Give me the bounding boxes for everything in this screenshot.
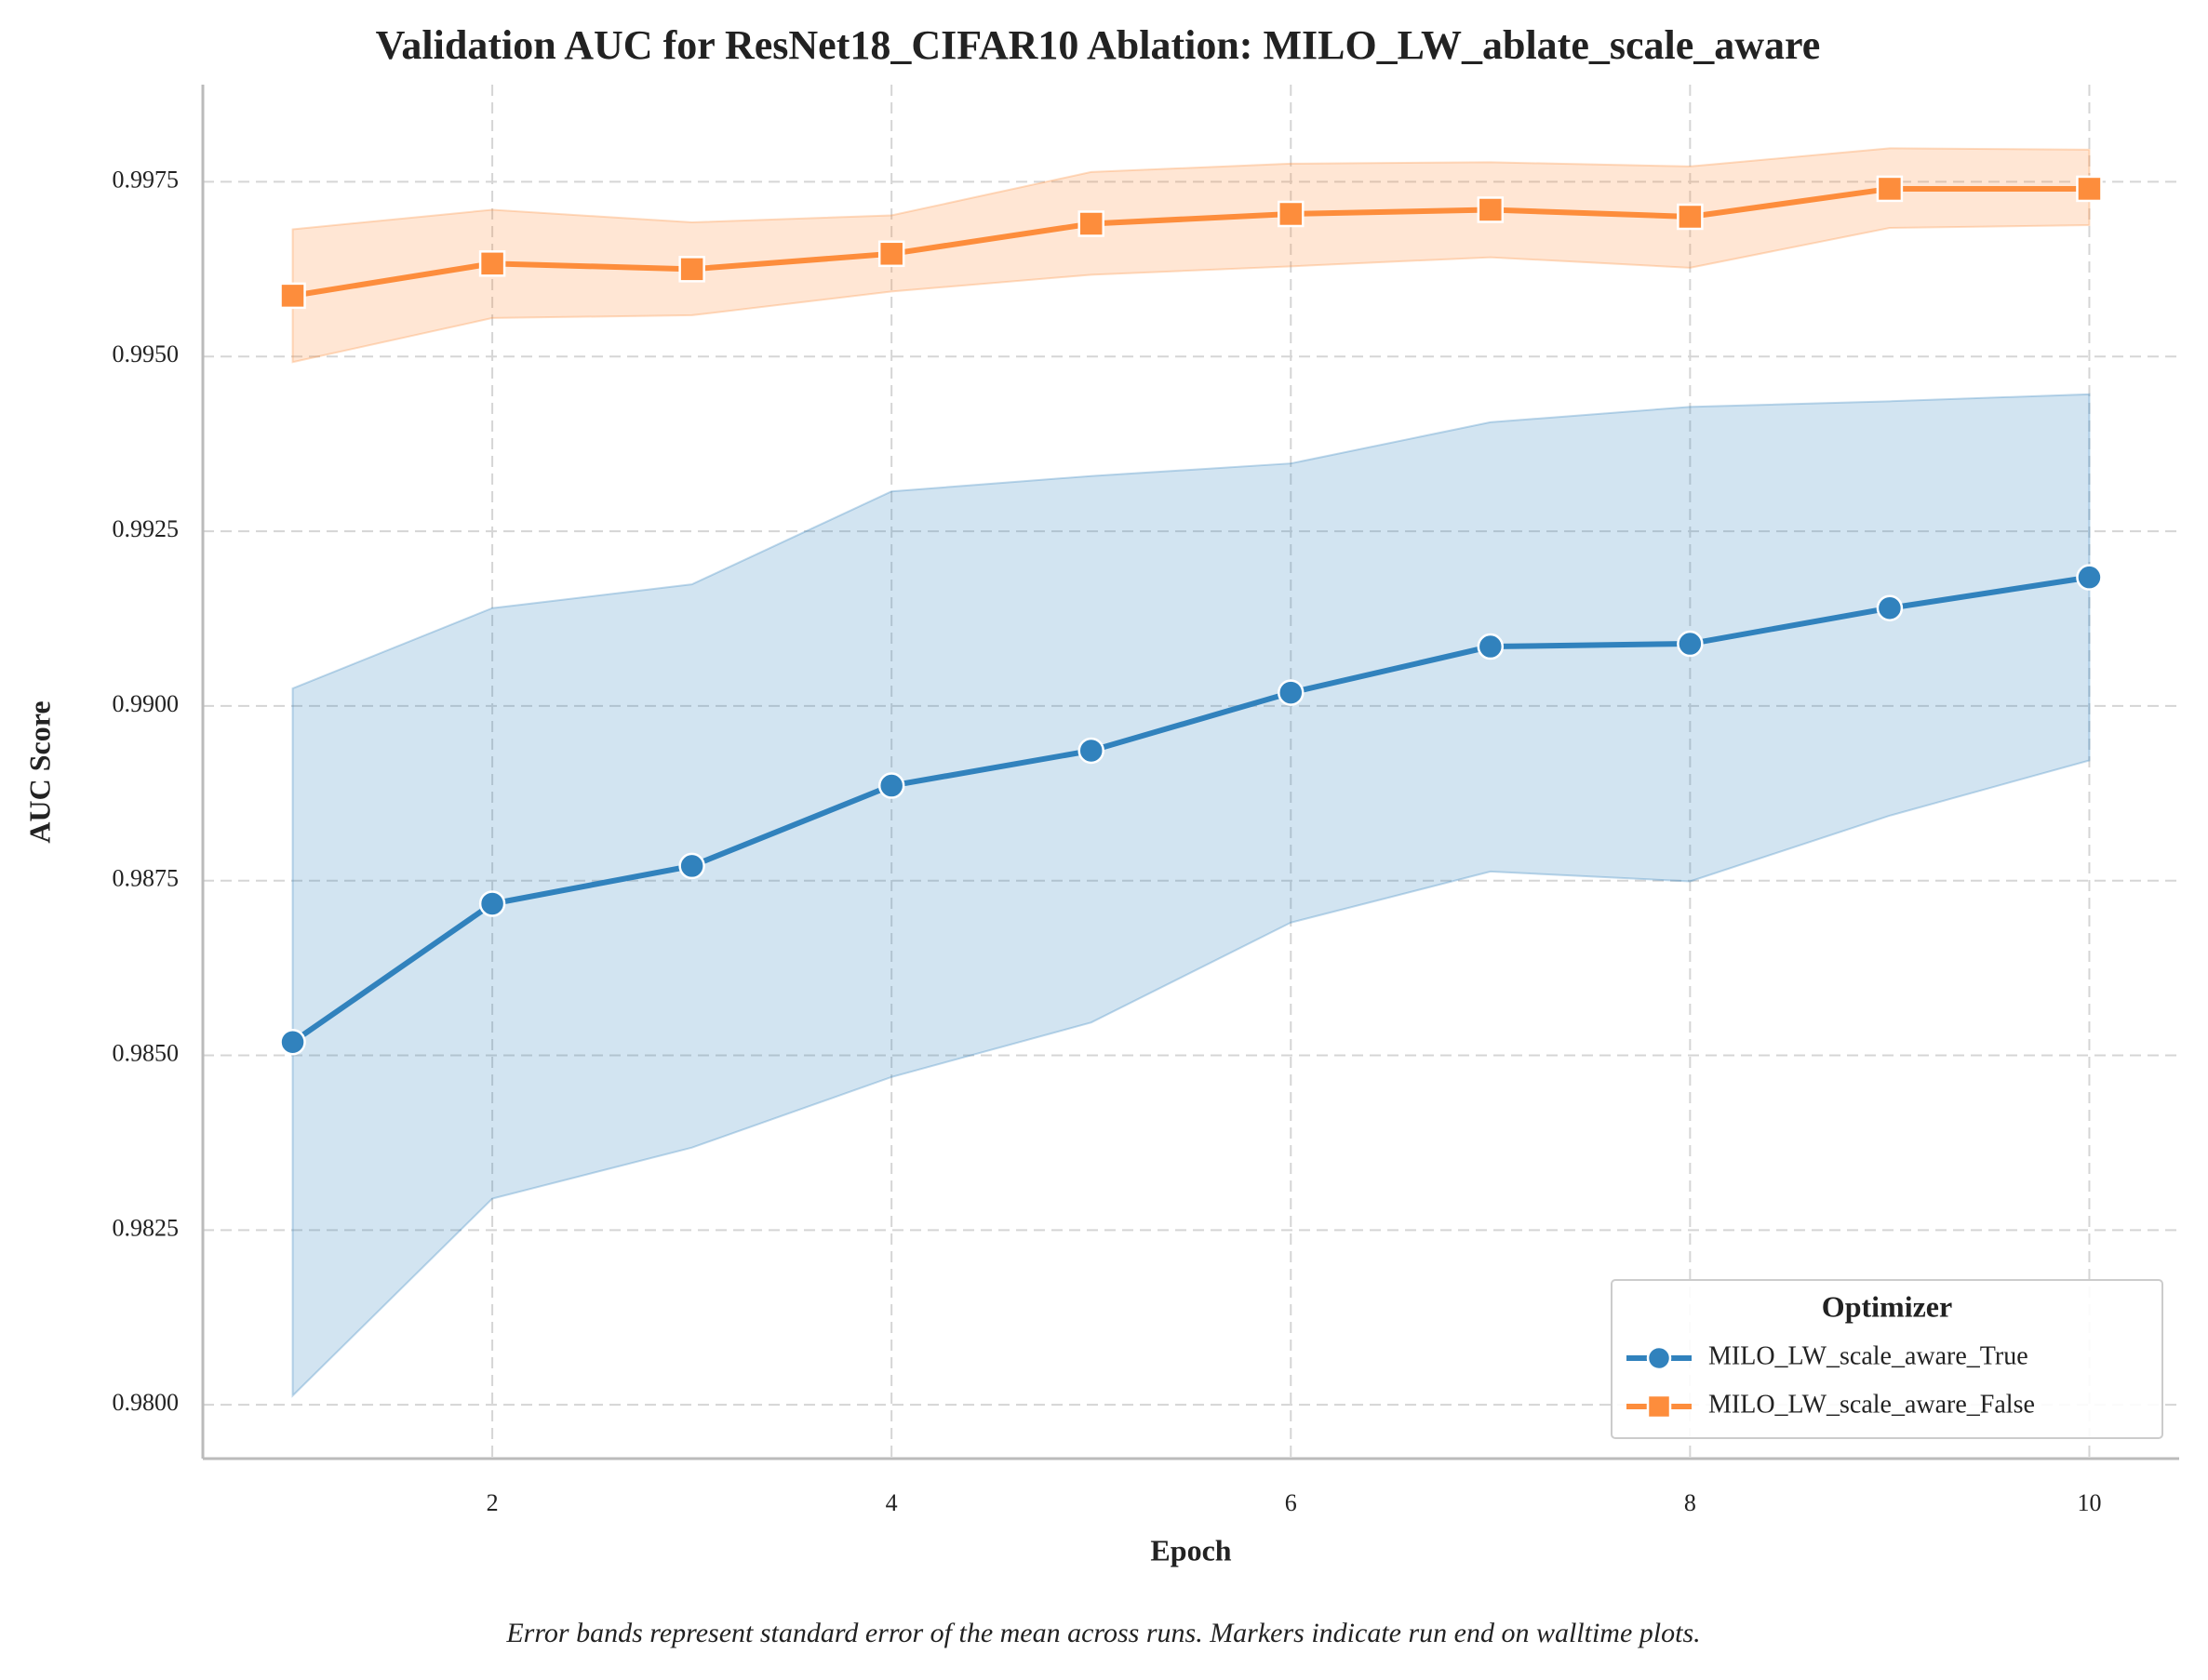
y-tick-label: 0.9925 (113, 515, 180, 542)
caption: Error bands represent standard error of … (505, 1618, 1700, 1648)
marker (678, 256, 705, 283)
x-tick-label: 8 (1684, 1489, 1696, 1516)
marker (478, 890, 506, 917)
legend-marker (1646, 1345, 1672, 1371)
marker (1278, 200, 1305, 228)
legend-label: MILO_LW_scale_aware_True (1708, 1341, 2028, 1370)
marker (1677, 630, 1704, 658)
y-tick-label: 0.9900 (113, 690, 180, 717)
marker (1077, 210, 1104, 237)
marker (1477, 633, 1505, 660)
marker (1876, 594, 1904, 621)
y-tick-label: 0.9825 (113, 1214, 180, 1241)
legend-label: MILO_LW_scale_aware_False (1708, 1390, 2035, 1419)
x-axis-label: Epoch (1150, 1533, 1231, 1567)
marker (1876, 175, 1904, 203)
marker (678, 852, 705, 880)
y-tick-label: 0.9875 (113, 865, 180, 892)
y-tick-label: 0.9800 (113, 1389, 180, 1416)
marker (1477, 196, 1505, 223)
line (290, 574, 2090, 1045)
x-tick-label: 10 (2077, 1489, 2101, 1516)
legend-box (1611, 1279, 2163, 1439)
y-tick-label: 0.9950 (113, 340, 180, 367)
legend-title: Optimizer (1822, 1289, 1952, 1323)
y-tick-label: 0.9850 (113, 1039, 180, 1066)
x-tick-label: 6 (1285, 1489, 1297, 1516)
marker (279, 282, 306, 310)
line (292, 185, 2090, 299)
marker (279, 1028, 306, 1056)
error-band (291, 147, 2091, 364)
marker (877, 240, 905, 268)
marker (2076, 564, 2103, 591)
marker (478, 250, 506, 277)
marker (1278, 679, 1305, 706)
y-axis-label: AUC Score (22, 700, 56, 843)
marker (1677, 203, 1704, 231)
y-tick-label: 0.9975 (113, 166, 180, 193)
chart-title: Validation AUC for ResNet18_CIFAR10 Abla… (376, 22, 1821, 68)
legend-marker (1646, 1393, 1672, 1420)
marker (2076, 175, 2103, 203)
marker (877, 772, 905, 799)
x-tick-label: 2 (487, 1489, 499, 1516)
marker (1077, 737, 1104, 765)
x-tick-label: 4 (886, 1489, 898, 1516)
